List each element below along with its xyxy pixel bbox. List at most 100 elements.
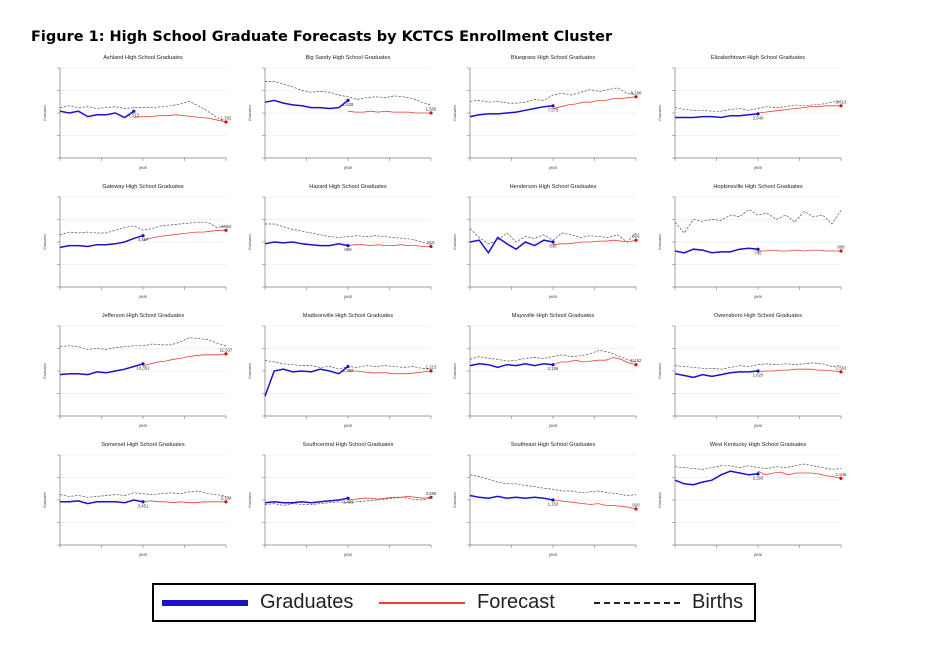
forecast-line [552, 239, 637, 246]
last-actual-value-label: 3,540 [753, 115, 764, 120]
legend-swatch-graduates [162, 599, 248, 606]
panel-chart: Bluegrass High School Graduates Graduates… [453, 55, 642, 170]
forecast-end-value-label: 8,180 [631, 90, 642, 95]
last-actual-marker [346, 98, 350, 102]
births-line [674, 209, 842, 234]
last-actual-value-label: 836 [549, 244, 557, 249]
forecast-line [347, 110, 431, 114]
x-axis-label: year [344, 423, 353, 428]
births-line [59, 221, 227, 236]
forecast-line [552, 499, 637, 510]
chart-legend: Graduates Forecast Births [152, 583, 756, 622]
x-axis-label: year [139, 165, 148, 170]
y-axis-label: Graduates [658, 363, 662, 379]
births-line [469, 474, 637, 496]
x-axis-label: year [549, 552, 558, 557]
forecast-end-value-label: 4,962 [221, 224, 232, 229]
forecast-end-value-label: 1,563 [836, 365, 847, 370]
panel-chart: Southcentral High School Graduates Gradua… [248, 442, 437, 557]
last-actual-value-label: 1,153 [548, 502, 559, 507]
panel-chart: Hopkinsville High School Graduates Gradua… [658, 184, 845, 299]
legend-label-forecast: Forecast [477, 591, 555, 613]
last-actual-marker [756, 472, 760, 476]
births-line [674, 100, 842, 112]
panel-chart: Madisonville High School Graduates Gradua… [248, 313, 437, 428]
graduates-line [264, 365, 349, 397]
last-actual-value-label: 958 [344, 247, 352, 252]
forecast-line [142, 500, 226, 504]
forecast-end-value-label: 1,505 [426, 107, 437, 112]
forecast-line [133, 114, 227, 123]
y-axis-label: Graduates [43, 105, 47, 121]
graduates-line [674, 470, 759, 486]
births-line [59, 490, 227, 498]
births-line [469, 349, 637, 363]
y-axis-label: Graduates [248, 492, 252, 508]
legend-item-forecast: Forecast [379, 585, 555, 620]
y-axis-label: Graduates [658, 105, 662, 121]
last-actual-value-label: 10,351 [136, 365, 150, 370]
last-actual-marker [756, 112, 760, 116]
panel-title: Bluegrass High School Graduates [511, 55, 595, 61]
y-axis-label: Graduates [453, 105, 457, 121]
x-axis-label: year [344, 165, 353, 170]
legend-item-births: Births [594, 585, 743, 620]
y-axis-label: Graduates [248, 363, 252, 379]
y-axis-label: Graduates [248, 105, 252, 121]
graduates-line [264, 497, 349, 504]
forecast-end-value-label: 3,655 [426, 491, 437, 496]
x-axis-label: year [139, 423, 148, 428]
panel-chart: Elizabethtown High School Graduates Gradu… [658, 55, 847, 170]
y-axis-label: Graduates [453, 363, 457, 379]
births-line [59, 100, 227, 123]
last-actual-value-label: 1,620 [753, 373, 764, 378]
forecast-end-value-label: 3,613 [836, 99, 847, 104]
last-actual-value-label: 3,451 [138, 503, 149, 508]
last-actual-marker [551, 363, 555, 367]
x-axis-label: year [754, 423, 763, 428]
y-axis-label: Graduates [43, 363, 47, 379]
panel-chart: Somerset High School Graduates Graduates y… [43, 442, 232, 557]
last-actual-marker [551, 498, 555, 502]
x-axis-label: year [344, 552, 353, 557]
graduates-line [469, 363, 554, 369]
forecast-end-marker [634, 363, 638, 367]
forecast-end-marker [429, 495, 433, 499]
figure-title: Figure 1: High School Graduate Forecasts… [31, 29, 613, 45]
forecast-end-marker [839, 370, 843, 374]
panel-chart: Henderson High School Graduates Graduates… [453, 184, 640, 299]
last-actual-value-label: 7,575 [548, 107, 559, 112]
panel-chart: Big Sandy High School Graduates Graduates… [248, 55, 437, 170]
births-line [265, 223, 432, 246]
x-axis-label: year [549, 294, 558, 299]
panel-title: Somerset High School Graduates [101, 442, 185, 448]
births-line [469, 228, 637, 245]
panel-chart: Hazard High School Graduates Graduates yea… [248, 184, 435, 299]
forecast-end-value-label: 1,546 [836, 472, 847, 477]
forecast-end-value-label: 826 [632, 234, 640, 239]
forecast-line [347, 495, 432, 501]
births-line [59, 337, 227, 350]
forecast-end-marker [224, 120, 228, 124]
panel-title: Henderson High School Graduates [510, 184, 597, 190]
forecast-line [142, 229, 226, 241]
forecast-line [757, 470, 842, 479]
forecast-end-marker [839, 104, 843, 108]
last-actual-value-label: 4,417 [138, 237, 149, 242]
graduates-line [59, 110, 135, 119]
last-actual-value-label: 2,186 [548, 366, 559, 371]
x-axis-label: year [139, 294, 148, 299]
y-axis-label: Graduates [658, 234, 662, 250]
panel-chart: Gateway High School Graduates Graduates ye… [43, 184, 232, 299]
graduates-line [59, 234, 144, 249]
panel-title: Hopkinsville High School Graduates [713, 184, 802, 190]
forecast-end-value-label: 910 [427, 240, 435, 245]
last-actual-marker [141, 362, 145, 366]
last-actual-value-label: 1,252 [343, 368, 354, 373]
forecast-end-value-label: 11,537 [220, 347, 233, 352]
panel-title: Southcentral High School Graduates [303, 442, 394, 448]
graduates-line [59, 363, 144, 376]
forecast-end-value-label: 1,332 [221, 116, 232, 121]
panel-chart: Owensboro High School Graduates Graduates… [658, 313, 847, 428]
panel-title: West Kentucky High School Graduates [710, 442, 807, 448]
